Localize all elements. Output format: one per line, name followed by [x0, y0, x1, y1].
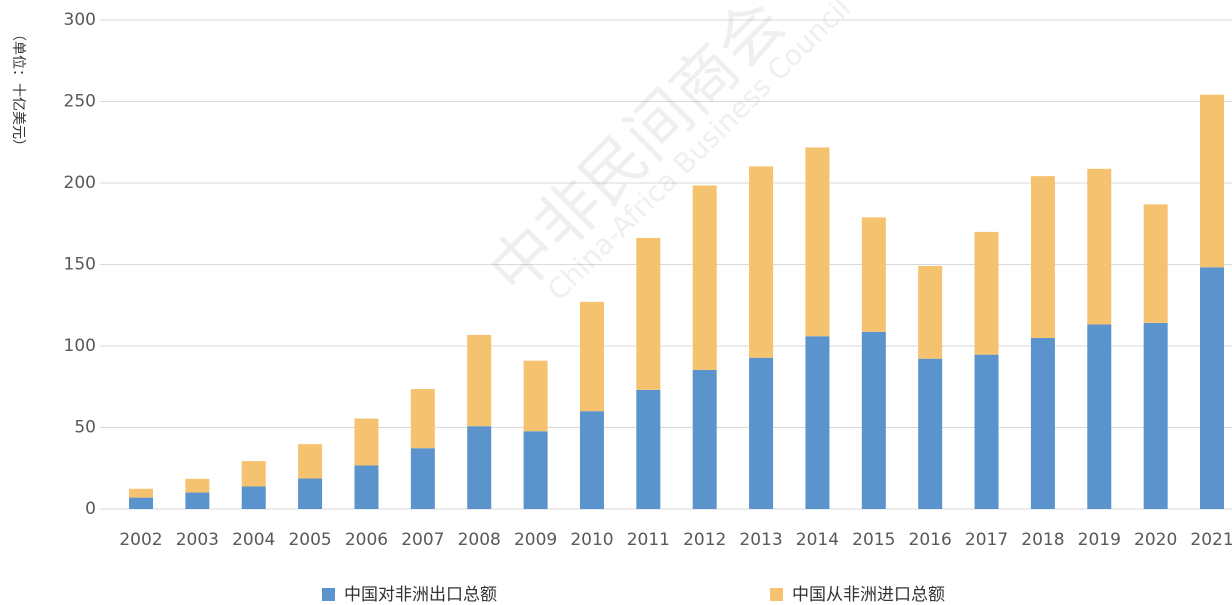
bar-segment [467, 334, 492, 427]
y-tick-label: 200 [64, 173, 96, 193]
legend-label: 中国从非洲进口总额 [792, 585, 945, 605]
y-axis-label: （单位：十亿美元） [10, 27, 26, 153]
bar-segment [1087, 168, 1112, 325]
x-tick-label: 2014 [796, 530, 839, 550]
x-tick-label: 2005 [288, 530, 331, 550]
watermark: 中非民间商会 China-Africa Business Council [476, 0, 857, 310]
bar-segment [636, 237, 661, 390]
bar-segment [354, 465, 379, 509]
bar-segment [918, 358, 943, 509]
x-tick-label: 2010 [570, 530, 613, 550]
bar-segment [1200, 94, 1225, 268]
x-tick-label: 2013 [739, 530, 782, 550]
bar-segment [523, 360, 548, 432]
bar-segment [354, 418, 379, 466]
bar-segment [241, 461, 266, 487]
x-tick-label: 2018 [1021, 530, 1064, 550]
y-tick-label: 150 [64, 255, 96, 275]
x-tick-label: 2020 [1134, 530, 1177, 550]
bar-segment [918, 265, 943, 359]
x-tick-label: 2012 [683, 530, 726, 550]
bar-segment [749, 166, 774, 358]
bar-segment [579, 301, 604, 412]
bar-segment [861, 331, 886, 509]
x-tick-label: 2008 [458, 530, 501, 550]
y-tick-label: 100 [64, 336, 96, 356]
bar-segment [692, 185, 717, 370]
y-tick-label: 50 [74, 418, 96, 438]
y-tick-label: 250 [64, 92, 96, 112]
x-tick-label: 2021 [1190, 530, 1232, 550]
bar-segment [467, 426, 492, 509]
x-tick-label: 2002 [119, 530, 162, 550]
bar-segment [410, 448, 435, 509]
bar-segment [298, 478, 323, 509]
x-tick-label: 2017 [965, 530, 1008, 550]
bar-segment [1030, 176, 1055, 339]
bar-segment [185, 492, 210, 509]
legend-label: 中国对非洲出口总额 [344, 585, 497, 605]
bar-segment [1087, 324, 1112, 509]
bar-segment [1200, 267, 1225, 509]
x-tick-label: 2011 [627, 530, 670, 550]
bar-segment [636, 389, 661, 509]
bar-segment [185, 478, 210, 493]
bar-segment [749, 357, 774, 509]
x-tick-label: 2006 [345, 530, 388, 550]
bar-segment [129, 497, 153, 509]
y-tick-label: 0 [85, 499, 96, 519]
x-tick-label: 2016 [909, 530, 952, 550]
bar-segment [410, 389, 435, 449]
bar-segment [298, 444, 323, 479]
bar-segment [1030, 338, 1055, 509]
x-tick-label: 2003 [176, 530, 219, 550]
x-tick-label: 2007 [401, 530, 444, 550]
bar-segment [805, 147, 830, 337]
x-tick-label: 2004 [232, 530, 275, 550]
x-tick-label: 2019 [1078, 530, 1121, 550]
bar-segment [129, 488, 153, 498]
bar-segment [579, 411, 604, 509]
bar-segment [241, 486, 266, 509]
bar-segment [861, 217, 886, 332]
bar-segment [692, 369, 717, 509]
x-tick-label: 2009 [514, 530, 557, 550]
bar-segment [805, 336, 830, 509]
bar-segment [1143, 204, 1168, 323]
x-tick-label: 2015 [852, 530, 895, 550]
bar-segment [523, 431, 548, 509]
legend-swatch [322, 588, 335, 601]
bar-segment [974, 231, 999, 355]
y-tick-label: 300 [64, 10, 96, 30]
bar-segment [974, 354, 999, 509]
legend-swatch [770, 588, 783, 601]
bar-segment [1143, 322, 1168, 509]
